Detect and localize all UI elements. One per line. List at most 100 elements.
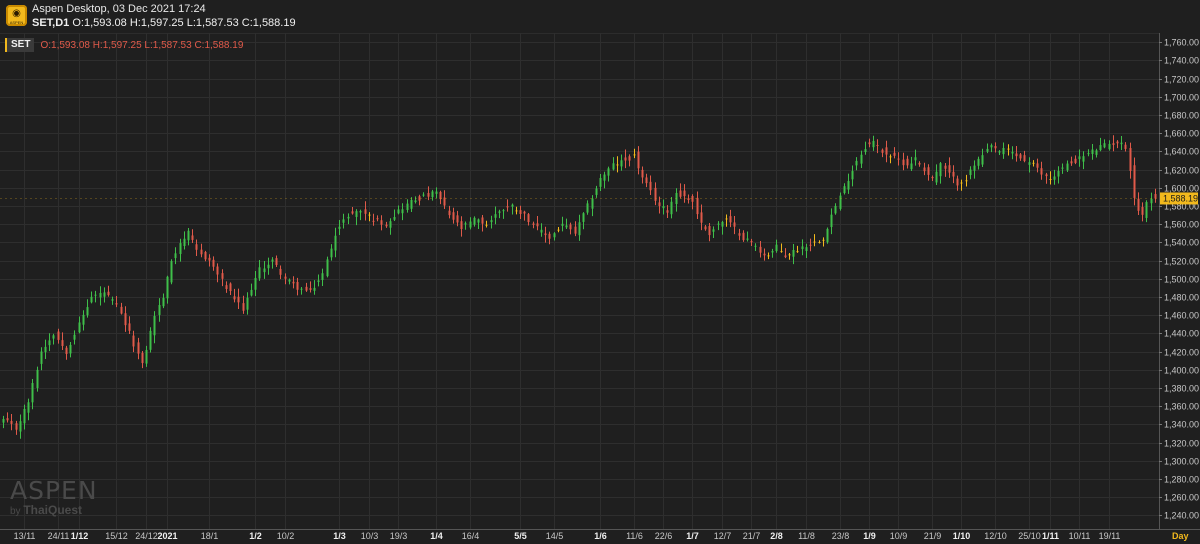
watermark-brand: ASPEN — [10, 476, 98, 505]
candle-body — [498, 211, 501, 213]
y-tick-label: 1,440.00 — [1164, 329, 1199, 339]
candle-body — [494, 214, 497, 218]
candle-body — [439, 191, 442, 200]
candle-body — [1103, 143, 1106, 148]
candle-body — [254, 277, 257, 290]
candle-body — [565, 225, 568, 228]
candle-body — [355, 211, 358, 217]
x-tick-label: 1/12 — [71, 531, 89, 541]
y-tick-label: 1,320.00 — [1164, 439, 1199, 449]
x-tick-label: 19/3 — [390, 531, 408, 541]
x-tick-label: 10/3 — [361, 531, 379, 541]
aspen-logo-icon: ◉ ASPEN — [6, 5, 27, 26]
candle-body — [233, 296, 236, 300]
timeframe-label[interactable]: Day — [1172, 531, 1189, 541]
candle-body — [464, 223, 467, 225]
candle-body — [973, 165, 976, 171]
candle-body — [242, 303, 245, 311]
candle-body — [809, 244, 812, 246]
candle-body — [687, 198, 690, 201]
candle-body — [364, 209, 367, 214]
candle-body — [506, 206, 509, 208]
candle-body — [1007, 148, 1010, 150]
candle-body — [271, 259, 274, 262]
y-tick-label: 1,280.00 — [1164, 475, 1199, 485]
candle-body — [250, 289, 253, 296]
candle-body — [633, 154, 636, 156]
candle-body — [578, 222, 581, 236]
x-tick-label: 18/1 — [201, 531, 219, 541]
candle-body — [927, 167, 930, 175]
candle-body — [44, 346, 47, 353]
candle-body — [158, 305, 161, 315]
candle-body — [1053, 176, 1056, 180]
candle-body — [401, 209, 404, 214]
candle-body — [162, 297, 165, 307]
candle-body — [300, 288, 303, 290]
candle-body — [889, 156, 892, 158]
candle-body — [57, 331, 60, 340]
candle-body — [990, 145, 993, 148]
y-tick-label: 1,400.00 — [1164, 366, 1199, 376]
candle-body — [733, 222, 736, 227]
candle-body — [380, 220, 383, 225]
candle-body — [948, 165, 951, 173]
x-tick-label: 21/7 — [743, 531, 761, 541]
candle-body — [82, 314, 85, 325]
candle-body — [637, 151, 640, 169]
candle-body — [69, 344, 72, 354]
candle-body — [78, 322, 81, 333]
x-tick-label: 21/9 — [924, 531, 942, 541]
candle-body — [876, 144, 879, 146]
candle-body — [872, 140, 875, 148]
y-tick-label: 1,540.00 — [1164, 238, 1199, 248]
candle-body — [397, 209, 400, 214]
x-tick-label: 1/9 — [863, 531, 876, 541]
candle-body — [1145, 202, 1148, 218]
x-tick-label: 2021 — [157, 531, 177, 541]
candle-body — [141, 352, 144, 364]
candle-body — [1082, 156, 1085, 162]
candle-body — [338, 226, 341, 229]
candle-body — [906, 158, 909, 166]
candle-body — [1091, 149, 1094, 155]
candle-body — [1133, 165, 1136, 198]
candle-body — [435, 191, 438, 194]
candle-body — [1036, 163, 1039, 168]
candle-body — [868, 142, 871, 145]
y-tick-label: 1,680.00 — [1164, 111, 1199, 121]
candle-body — [595, 188, 598, 195]
x-tick-label: 1/7 — [686, 531, 699, 541]
candle-body — [2, 418, 5, 423]
candle-body — [616, 164, 619, 166]
candle-body — [221, 273, 224, 279]
candle-body — [746, 238, 749, 240]
candle-body — [19, 421, 22, 432]
y-tick-label: 1,580.00 — [1164, 202, 1199, 212]
candle-body — [145, 349, 148, 364]
candle-body — [321, 273, 324, 280]
candle-body — [721, 221, 724, 227]
candle-body — [666, 210, 669, 213]
candle-body — [359, 210, 362, 213]
candle-body — [208, 257, 211, 261]
candle-body — [422, 194, 425, 196]
candlestick-chart[interactable]: 1,240.00 1,260.00 1,280.00 1,300.00 1,320.00… — [0, 33, 1200, 544]
candle-body — [65, 347, 68, 354]
candle-body — [780, 251, 783, 253]
y-tick-label: 1,240.00 — [1164, 511, 1199, 521]
candle-body — [1011, 151, 1014, 154]
candle-body — [624, 157, 627, 161]
candle-body — [99, 292, 102, 298]
candle-body — [174, 253, 177, 259]
candle-body — [1129, 148, 1132, 171]
candle-body — [805, 247, 808, 251]
candle-body — [216, 266, 219, 275]
candle-body — [90, 296, 93, 303]
legend-symbol-badge[interactable]: SET — [5, 38, 35, 52]
y-tick-label: 1,720.00 — [1164, 75, 1199, 85]
candle-body — [582, 213, 585, 222]
candle-body — [10, 420, 13, 424]
y-tick-label: 1,380.00 — [1164, 384, 1199, 394]
candle-body — [414, 200, 417, 203]
